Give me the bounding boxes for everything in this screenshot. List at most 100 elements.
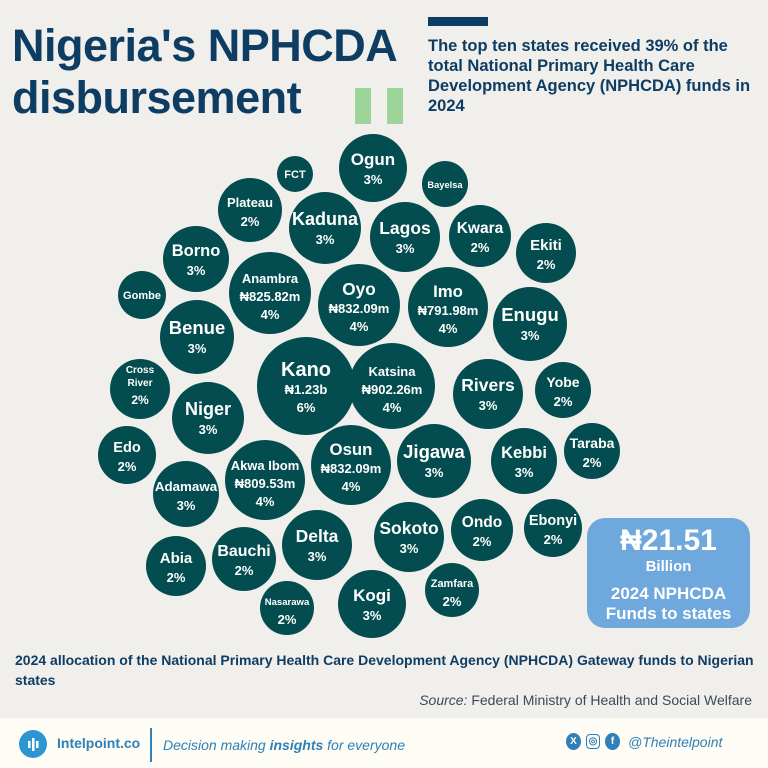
bubble-zamfara xyxy=(425,563,479,617)
bubble-name: Ogun xyxy=(351,150,395,169)
bubble-nasarawa xyxy=(260,581,314,635)
bubble-pct: 4% xyxy=(256,494,275,509)
total-label-line-1: 2024 NPHCDA xyxy=(610,584,727,603)
bubble-kebbi xyxy=(491,428,557,494)
bubble-name: River xyxy=(127,378,152,389)
bubble-name: Sokoto xyxy=(379,518,438,538)
bubble-pct: 3% xyxy=(199,422,218,437)
bubble-pct: 2% xyxy=(443,594,462,609)
bubble-pct: 2% xyxy=(131,393,149,407)
bubble-name: Bauchi xyxy=(217,543,270,560)
bubble-borno xyxy=(163,226,229,292)
bubble-fct xyxy=(277,156,313,192)
bubble-ebonyi xyxy=(524,499,582,557)
facebook-icon[interactable]: f xyxy=(605,733,620,750)
bubble-pct: 4% xyxy=(383,400,402,415)
bubble-taraba xyxy=(564,423,620,479)
bubble-pct: 3% xyxy=(364,172,383,187)
bubble-lagos xyxy=(370,202,440,272)
source-note: Source: Federal Ministry of Health and S… xyxy=(419,692,752,708)
bubble-name: Plateau xyxy=(227,195,273,210)
bubble-pct: 3% xyxy=(521,328,540,343)
bubble-katsina xyxy=(349,343,435,429)
bubble-pct: 3% xyxy=(187,263,206,278)
total-funds-box: ₦21.51 Billion 2024 NPHCDA Funds to stat… xyxy=(587,518,750,628)
bubble-pct: 2% xyxy=(473,534,492,549)
bubble-name: Rivers xyxy=(461,375,515,395)
source-label: Source: xyxy=(419,692,468,708)
bubble-amount: ₦902.26m xyxy=(362,382,423,397)
bubble-name: Jigawa xyxy=(403,441,465,462)
bubble-pct: 2% xyxy=(537,257,556,272)
bubble-pct: 3% xyxy=(188,341,207,356)
bubble-name: Niger xyxy=(185,399,231,419)
green-accent-bar xyxy=(387,88,403,124)
bubble-osun xyxy=(311,425,391,505)
bubble-name: Abia xyxy=(160,550,193,567)
bubble-pct: 3% xyxy=(515,465,534,480)
bubble-chart: Ogun 3% FCT Bayelsa Plateau 2% Kaduna 3% Lagos 3%… xyxy=(98,134,620,638)
bubble-ondo xyxy=(451,499,513,561)
tagline-pre: Decision making xyxy=(163,737,270,753)
social-handle[interactable]: @Theintelpoint xyxy=(628,733,723,750)
bubble-pct: 3% xyxy=(396,241,415,256)
bubble-name: Edo xyxy=(113,440,141,456)
bubble-pct: 4% xyxy=(350,319,369,334)
bubble-name: Zamfara xyxy=(431,578,474,590)
total-label-line-2: Funds to states xyxy=(605,604,732,623)
bubble-name: Ekiti xyxy=(530,237,562,254)
bubble-name: Imo xyxy=(433,282,463,301)
bubble-pct: 3% xyxy=(177,498,196,513)
bubble-name: Bayelsa xyxy=(427,180,463,190)
source-text: Federal Ministry of Health and Social We… xyxy=(471,692,752,708)
bubble-amount: ₦791.98m xyxy=(418,303,479,318)
bubble-amount: ₦825.82m xyxy=(240,289,301,304)
title-line-1: Nigeria's NPHCDA xyxy=(12,20,398,71)
bubble-pct: 3% xyxy=(363,608,382,623)
bubble-amount: ₦832.09m xyxy=(321,461,382,476)
green-accent-bar xyxy=(355,88,371,124)
bubble-amount: ₦832.09m xyxy=(329,301,390,316)
intelpoint-logo-icon[interactable] xyxy=(19,730,47,758)
bubble-name: Oyo xyxy=(342,279,375,299)
bubble-name: Yobe xyxy=(546,374,579,390)
bubble-kogi xyxy=(338,570,406,638)
bubble-name: Delta xyxy=(296,526,339,546)
bubble-name: Osun xyxy=(330,440,373,459)
bubble-pct: 2% xyxy=(471,240,490,255)
bubble-name: FCT xyxy=(284,169,306,181)
chart-caption: 2024 allocation of the National Primary … xyxy=(15,652,754,688)
bubble-adamawa xyxy=(153,461,219,527)
bubble-pct: 4% xyxy=(261,307,280,322)
bubble-yobe xyxy=(535,362,591,418)
bubble-oyo xyxy=(318,264,400,346)
tagline: Decision making insights for everyone xyxy=(163,737,405,753)
bubble-bayelsa xyxy=(422,161,468,207)
bubble-pct: 4% xyxy=(342,479,361,494)
tagline-post: for everyone xyxy=(323,737,405,753)
bubble-bauchi xyxy=(212,527,276,591)
bubble-plateau xyxy=(218,178,282,242)
bubble-name: Cross xyxy=(126,365,155,376)
bubble-name: Nasarawa xyxy=(265,597,310,608)
bubble-edo xyxy=(98,426,156,484)
x-icon[interactable]: X xyxy=(566,733,581,750)
bubble-imo xyxy=(408,267,488,347)
bubble-pct: 2% xyxy=(583,455,602,470)
bubble-pct: 6% xyxy=(297,400,316,415)
bubble-name: Lagos xyxy=(379,218,431,238)
brand-link[interactable]: Intelpoint.co xyxy=(57,735,141,751)
bubble-pct: 2% xyxy=(278,612,297,627)
bubble-ogun xyxy=(339,134,407,202)
bubble-kano xyxy=(257,337,355,435)
bubble-kwara xyxy=(449,205,511,267)
instagram-icon[interactable]: ◎ xyxy=(586,734,600,749)
bubble-name: Gombe xyxy=(123,290,161,302)
bubble-pct: 2% xyxy=(167,570,186,585)
bubble-name: Borno xyxy=(172,242,221,260)
bubble-pct: 2% xyxy=(544,532,563,547)
social-links: X ◎ f @Theintelpoint xyxy=(566,733,722,750)
bubble-pct: 3% xyxy=(308,549,327,564)
bubble-pct: 3% xyxy=(479,398,498,413)
bubble-pct: 2% xyxy=(118,459,137,474)
